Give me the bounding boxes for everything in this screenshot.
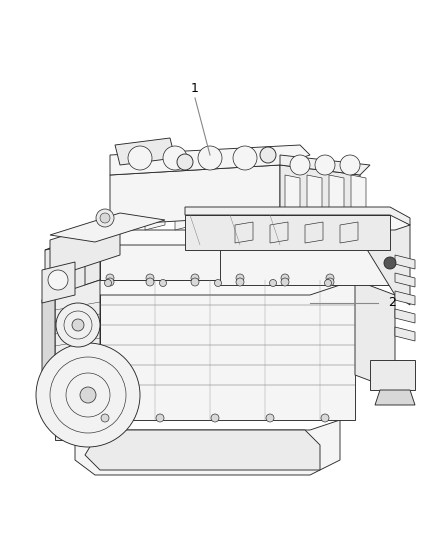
Circle shape [233,146,257,170]
Polygon shape [110,165,280,225]
Circle shape [100,213,110,223]
Polygon shape [55,280,355,295]
Polygon shape [55,370,100,425]
Polygon shape [340,222,358,243]
Polygon shape [85,430,320,470]
Circle shape [106,278,114,286]
Circle shape [156,414,164,422]
Circle shape [236,278,244,286]
Circle shape [96,209,114,227]
Polygon shape [395,273,415,287]
Circle shape [56,303,100,347]
Polygon shape [235,222,253,243]
Polygon shape [55,280,100,390]
Circle shape [159,279,166,287]
Polygon shape [45,210,160,250]
Polygon shape [185,207,410,225]
Polygon shape [50,213,165,242]
Polygon shape [280,165,360,225]
Circle shape [290,155,310,175]
Circle shape [340,155,360,175]
Polygon shape [220,230,395,285]
Polygon shape [285,175,300,230]
Circle shape [128,146,152,170]
Polygon shape [55,230,100,295]
Circle shape [105,279,112,287]
Circle shape [321,414,329,422]
Circle shape [72,319,84,331]
Circle shape [281,274,289,282]
Circle shape [106,274,114,282]
Polygon shape [110,145,310,175]
Polygon shape [280,155,370,175]
Polygon shape [220,215,410,230]
Circle shape [177,154,193,170]
Polygon shape [100,230,355,280]
Polygon shape [175,175,195,230]
Circle shape [191,274,199,282]
Polygon shape [307,175,322,230]
Polygon shape [42,262,75,303]
Circle shape [163,146,187,170]
Circle shape [215,279,222,287]
Polygon shape [55,420,100,440]
Circle shape [266,414,274,422]
Polygon shape [370,360,415,390]
Polygon shape [42,295,55,390]
Polygon shape [355,280,395,390]
Circle shape [198,146,222,170]
Circle shape [325,279,332,287]
Polygon shape [395,327,415,341]
Polygon shape [270,222,288,243]
Polygon shape [55,230,355,245]
Circle shape [269,279,276,287]
Polygon shape [305,222,323,243]
Circle shape [384,257,396,269]
Polygon shape [115,138,175,165]
Polygon shape [375,390,415,405]
Polygon shape [395,291,415,305]
Text: 1: 1 [191,82,199,94]
Circle shape [146,274,154,282]
Circle shape [36,343,140,447]
Circle shape [236,274,244,282]
Circle shape [48,270,68,290]
Polygon shape [185,215,390,250]
Circle shape [281,278,289,286]
Polygon shape [355,215,410,305]
Circle shape [326,278,334,286]
Polygon shape [205,175,225,230]
Polygon shape [55,310,100,420]
Polygon shape [45,398,80,422]
Polygon shape [115,175,135,230]
Polygon shape [395,255,415,269]
Polygon shape [75,420,340,475]
Polygon shape [50,218,120,278]
Circle shape [191,278,199,286]
Polygon shape [395,309,415,323]
Circle shape [315,155,335,175]
Polygon shape [329,175,344,230]
Text: 2: 2 [388,296,396,310]
Circle shape [80,387,96,403]
Polygon shape [45,240,85,310]
Circle shape [146,278,154,286]
Circle shape [101,414,109,422]
Polygon shape [351,175,366,230]
Circle shape [211,414,219,422]
Circle shape [260,147,276,163]
Polygon shape [100,280,355,420]
Polygon shape [145,175,165,230]
Circle shape [326,274,334,282]
